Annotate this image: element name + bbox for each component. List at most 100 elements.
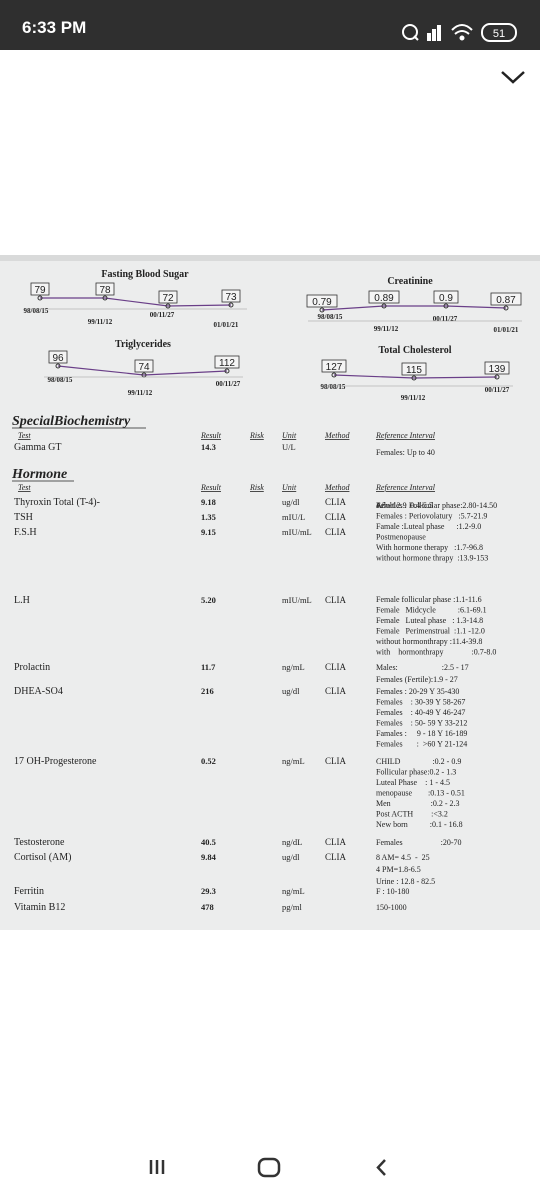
- trend-point: [503, 305, 509, 311]
- trend-value: 78: [99, 285, 111, 296]
- reference-interval: with hormonthrapy :0.7-8.0: [376, 648, 496, 657]
- method: CLIA: [325, 662, 346, 672]
- unit: ng/mL: [282, 756, 305, 766]
- method: CLIA: [325, 512, 346, 522]
- reference-interval: With hormone therapy :1.7-96.8: [376, 543, 483, 552]
- unit: ug/dl: [282, 852, 300, 862]
- test-name: DHEA-SO4: [14, 686, 63, 697]
- recent-apps[interactable]: [149, 1160, 165, 1174]
- trend-date: 99/11/12: [401, 394, 426, 402]
- trend-line: [321, 305, 507, 311]
- back-button[interactable]: [376, 1159, 386, 1176]
- chart-title: Creatinine: [387, 276, 433, 287]
- unit: ug/dl: [282, 686, 300, 696]
- test-name: Gamma GT: [14, 442, 62, 453]
- trend-value: 139: [489, 364, 506, 375]
- home-button[interactable]: [257, 1157, 281, 1178]
- trend-date: 01/01/21: [494, 326, 519, 334]
- trend-point: [55, 363, 61, 369]
- value-box: [221, 289, 241, 303]
- reference-interval: Female Luteal phase : 1.3-14.8: [376, 616, 483, 625]
- unit: mIU/mL: [282, 527, 312, 537]
- reference-interval: Female Perimenstrual :1.1 -12.0: [376, 627, 485, 636]
- test-name: Ferritin: [14, 886, 44, 897]
- column-header: Test: [18, 483, 31, 492]
- section-title: SpecialBiochemistry: [12, 414, 131, 429]
- unit: mIU/L: [282, 512, 305, 522]
- column-header: Method: [324, 431, 350, 440]
- reference-interval: F : 10-180: [376, 887, 409, 896]
- status-icons: [402, 23, 517, 42]
- trend-point: [443, 303, 449, 309]
- trend-value: 96: [52, 353, 64, 364]
- result: 478: [201, 902, 214, 912]
- method: CLIA: [325, 686, 346, 696]
- result: 1.35: [201, 512, 216, 522]
- trend-point: [224, 368, 230, 374]
- reference-interval: Males: :2.5 - 17: [376, 663, 469, 672]
- result: 0.52: [201, 756, 216, 766]
- test-name: TSH: [14, 512, 33, 523]
- reference-interval: without hormone thrapy :13.9-153: [376, 554, 488, 563]
- result: 9.84: [201, 852, 217, 862]
- trend-date: 00/11/27: [216, 380, 241, 388]
- value-box: [30, 282, 50, 296]
- reference-interval: Females : 20-29 Y 35-430: [376, 687, 459, 696]
- reference-interval: Adult 0.4-5.5: [376, 501, 433, 510]
- reference-interval: Females : Periovolatury :5.7-21.9: [376, 512, 487, 521]
- trend-value: 115: [406, 365, 422, 376]
- value-box: [158, 290, 178, 304]
- trend-value: 0.87: [496, 295, 516, 306]
- trend-point: [102, 295, 108, 301]
- column-header: Result: [200, 483, 222, 492]
- column-header: Risk: [249, 483, 264, 492]
- battery-level: 51: [493, 28, 505, 40]
- collapse-chevron[interactable]: [501, 71, 525, 84]
- reference-interval: Female follicular phase :1.1-11.6: [376, 595, 482, 604]
- trend-point: [165, 303, 171, 309]
- column-header: Risk: [249, 431, 264, 440]
- unit: U/L: [282, 442, 296, 452]
- column-header: Method: [324, 483, 350, 492]
- column-header: Test: [18, 431, 31, 440]
- value-box: [490, 292, 522, 306]
- method: CLIA: [325, 595, 346, 605]
- value-box: [433, 290, 459, 304]
- trend-value: 0.9: [439, 293, 453, 304]
- column-header: Unit: [282, 431, 297, 440]
- trend-date: 99/11/12: [128, 389, 153, 397]
- reference-interval: 8 AM= 4.5 - 25: [376, 853, 430, 862]
- unit: pg/ml: [282, 902, 302, 912]
- trend-date: 98/08/15: [24, 307, 49, 315]
- report-photo: [0, 255, 540, 930]
- reference-interval: Females : 30-39 Y 58-267: [376, 698, 465, 707]
- trend-date: 98/08/15: [318, 313, 343, 321]
- unit: ng/dL: [282, 837, 302, 847]
- value-box: [134, 359, 154, 373]
- trend-date: 00/11/27: [433, 315, 458, 323]
- test-name: 17 OH-Progesterone: [14, 756, 97, 767]
- result: 5.20: [201, 595, 216, 605]
- trend-point: [331, 372, 337, 378]
- unit: ng/mL: [282, 886, 305, 896]
- result: 40.5: [201, 837, 216, 847]
- trend-value: 74: [138, 362, 150, 373]
- reference-interval: menopause :0.13 - 0.51: [376, 789, 465, 798]
- photo-edge: [0, 255, 540, 261]
- column-header: Reference Interval: [375, 431, 436, 440]
- test-name: Cortisol (AM): [14, 852, 72, 863]
- method: CLIA: [325, 527, 346, 537]
- reference-interval: Females :20-70: [376, 838, 462, 847]
- test-name: Vitamin B12: [14, 902, 65, 913]
- clock: 6:33 PM: [22, 18, 86, 37]
- chart-title: Triglycerides: [115, 339, 171, 350]
- trend-date: 98/08/15: [48, 376, 73, 384]
- method: CLIA: [325, 497, 346, 507]
- trend-date: 99/11/12: [374, 325, 399, 333]
- result: 29.3: [201, 886, 216, 896]
- reference-interval: Post ACTH :<3.2: [376, 810, 448, 819]
- trend-value: 127: [326, 362, 343, 373]
- chart-title: Total Cholesterol: [378, 345, 451, 356]
- result: 216: [201, 686, 214, 696]
